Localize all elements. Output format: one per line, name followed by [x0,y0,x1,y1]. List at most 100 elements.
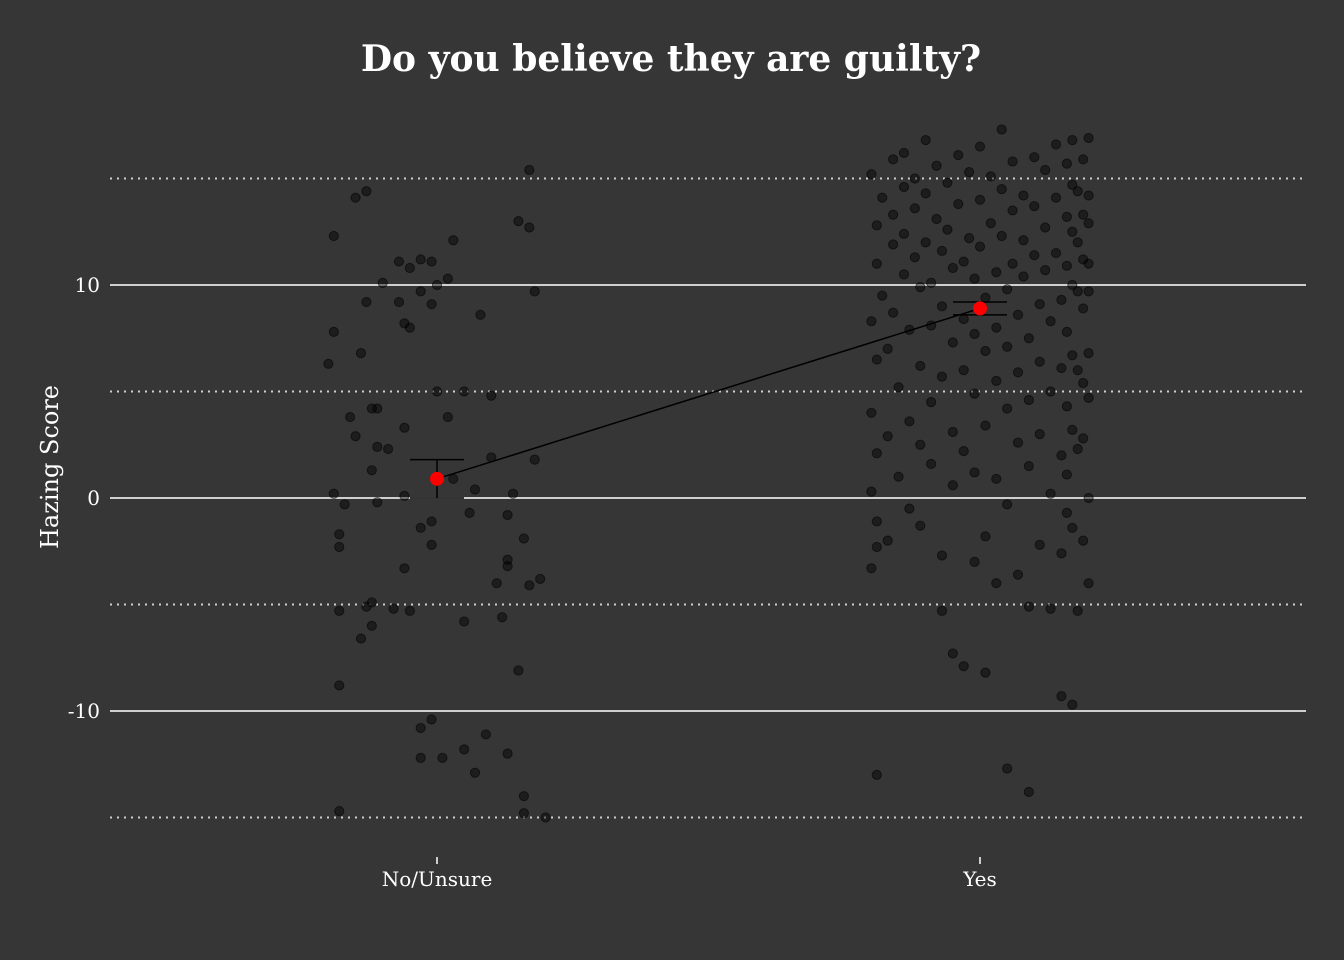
data-point [958,365,969,376]
data-point [1061,401,1072,412]
data-point [431,279,443,291]
data-point [980,531,991,542]
data-point [1078,303,1089,314]
data-point [426,539,437,550]
data-point [1040,222,1051,233]
data-point [1078,377,1089,389]
data-point [871,541,882,553]
data-point [404,322,415,333]
data-point [1083,132,1094,144]
data-point [947,480,958,491]
data-point [475,309,486,320]
data-point [877,290,888,301]
data-point [936,371,948,382]
data-point [535,573,546,585]
y-axis-ticks: -10 0 10 [68,273,100,723]
data-point [1072,605,1083,616]
data-point [969,388,980,399]
data-point [415,286,426,297]
data-point [459,616,470,627]
data-point [947,648,958,659]
data-point [328,488,339,499]
data-point [964,167,975,178]
data-point [366,465,377,476]
data-point [1083,492,1094,504]
data-point [958,256,969,267]
data-point [915,282,926,293]
data-point [1023,333,1034,344]
gridlines [110,177,1306,819]
data-point [1045,488,1056,499]
data-point [958,313,969,325]
data-point [393,296,405,308]
data-point [893,382,904,393]
data-point [936,550,948,561]
data-point [518,808,529,819]
data-point [518,791,529,802]
data-point [529,454,540,465]
data-point [502,509,513,521]
data-point [1023,601,1034,612]
mean-point [430,471,444,486]
data-point [904,503,915,514]
data-point [1078,535,1089,546]
data-point [366,620,377,631]
data-point [491,578,502,589]
data-point [1061,158,1072,169]
data-point [1050,192,1062,203]
data-point [888,209,899,220]
data-point [936,605,948,616]
data-point [1067,424,1078,435]
data-point [871,220,882,231]
data-point [1061,326,1072,337]
data-point [969,467,980,478]
data-point [947,426,958,438]
data-point [1023,460,1034,472]
data-point [1072,286,1083,297]
data-point [898,181,910,193]
data-point [529,286,540,297]
data-point [1061,260,1072,271]
data-point [985,218,996,229]
mean-connector-line [436,307,981,480]
data-point [866,169,877,180]
data-point [339,499,350,510]
data-point [866,563,877,574]
data-point [404,262,415,274]
data-point [437,752,448,763]
y-tick-label: 10 [75,273,100,297]
data-point [1078,154,1089,165]
data-point [502,561,513,572]
data-point [991,375,1002,386]
data-point [459,744,470,755]
data-point [486,390,497,401]
data-point [1045,316,1056,327]
data-point [518,533,529,544]
data-point [898,269,910,280]
data-point [1056,294,1067,306]
data-point [1007,205,1018,216]
data-point [1002,284,1013,295]
data-point [1012,367,1024,378]
data-point [1056,548,1067,559]
data-point [947,337,958,348]
data-point [991,322,1002,333]
x-tick-label: No/Unsure [382,867,493,891]
data-point [1067,226,1078,237]
x-axis-ticks: No/Unsure Yes [382,857,997,891]
data-point [442,273,453,284]
data-point [323,358,334,369]
mean-point [973,301,987,316]
data-point [969,556,980,568]
data-point [909,252,920,263]
data-point [942,177,953,188]
data-point [915,439,926,450]
data-point [871,769,882,781]
data-point [936,301,948,312]
data-point [926,458,937,470]
data-point [893,471,904,482]
data-point [1018,235,1029,246]
data-point [1067,135,1078,146]
data-point [1083,190,1094,201]
